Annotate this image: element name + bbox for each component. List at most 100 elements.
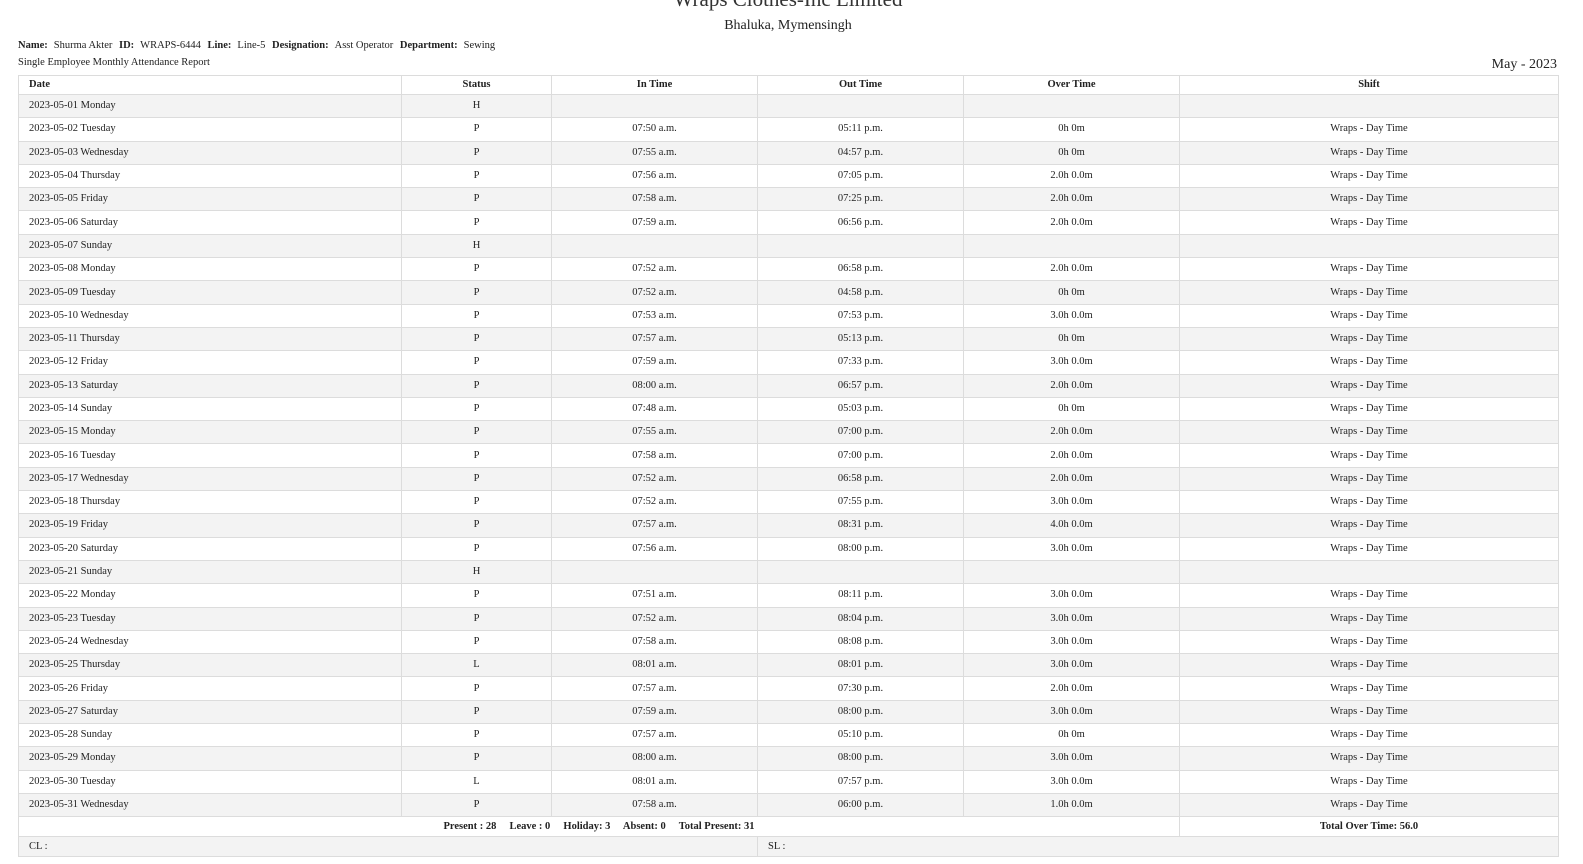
- table-row: 2023-05-16 Tuesday P 07:58 a.m. 07:00 p.m. 2…: [18, 443, 1559, 468]
- shift-cell: Wraps - Day Time: [1179, 443, 1559, 468]
- attendance-table: Date Status In Time Out Time Over Time S…: [18, 75, 1559, 858]
- status-cell: P: [401, 583, 552, 608]
- cl-leave: CL :: [18, 836, 758, 858]
- name-label: Name:: [18, 40, 48, 51]
- status-cell: P: [401, 117, 552, 142]
- in-time-cell: 08:00 a.m.: [551, 373, 758, 398]
- date-cell: 2023-05-06 Saturday: [18, 210, 402, 235]
- over-time-cell: 3.0h 0.0m: [963, 350, 1180, 375]
- status-cell: P: [401, 373, 552, 398]
- summary-row: Present : 28 Leave : 0 Holiday: 3 Absent…: [18, 816, 1559, 838]
- date-cell: 2023-05-27 Saturday: [18, 699, 402, 725]
- over-time-cell: 3.0h 0.0m: [963, 583, 1180, 608]
- table-row: 2023-05-18 Thursday P 07:52 a.m. 07:55 p.m.…: [18, 490, 1559, 515]
- status-cell: P: [401, 396, 552, 422]
- in-time-cell: 07:58 a.m.: [551, 187, 758, 212]
- status-cell: P: [401, 723, 552, 748]
- shift-cell: Wraps - Day Time: [1179, 792, 1559, 818]
- in-time-cell: 07:55 a.m.: [551, 420, 758, 445]
- shift-cell: Wraps - Day Time: [1179, 163, 1559, 189]
- status-cell: P: [401, 280, 552, 305]
- out-time-cell: 08:00 p.m.: [757, 536, 964, 561]
- table-header-row: Date Status In Time Out Time Over Time S…: [18, 75, 1559, 95]
- employee-name: Shurma Akter: [53, 40, 113, 51]
- table-row: 2023-05-21 Sunday H: [18, 559, 1559, 585]
- shift-cell: Wraps - Day Time: [1179, 303, 1559, 328]
- status-cell: L: [401, 653, 552, 678]
- in-time-cell: [551, 233, 758, 259]
- shift-cell: Wraps - Day Time: [1179, 723, 1559, 748]
- out-time-cell: 07:30 p.m.: [757, 676, 964, 701]
- table-row: 2023-05-26 Friday P 07:57 a.m. 07:30 p.m. 2.…: [18, 676, 1559, 701]
- date-cell: 2023-05-02 Tuesday: [18, 117, 402, 142]
- in-time-cell: 07:59 a.m.: [551, 210, 758, 235]
- status-cell: P: [401, 443, 552, 468]
- over-time-cell: 2.0h 0.0m: [963, 210, 1180, 235]
- status-cell: P: [401, 629, 552, 655]
- table-row: 2023-05-15 Monday P 07:55 a.m. 07:00 p.m. 2.…: [18, 420, 1559, 445]
- shift-cell: Wraps - Day Time: [1179, 420, 1559, 445]
- date-cell: 2023-05-25 Thursday: [18, 653, 402, 678]
- status-cell: P: [401, 326, 552, 352]
- shift-cell: Wraps - Day Time: [1179, 490, 1559, 515]
- status-cell: P: [401, 303, 552, 328]
- date-cell: 2023-05-11 Thursday: [18, 326, 402, 352]
- attendance-summary: Present : 28 Leave : 0 Holiday: 3 Absent…: [18, 816, 1180, 838]
- table-row: 2023-05-17 Wednesday P 07:52 a.m. 06:58 p.m…: [18, 466, 1559, 492]
- over-time-cell: 0h 0m: [963, 140, 1180, 165]
- column-header-date: Date: [18, 75, 402, 95]
- table-row: 2023-05-01 Monday H: [18, 93, 1559, 119]
- employee-id: WRAPS-6444: [140, 40, 201, 51]
- table-row: 2023-05-23 Tuesday P 07:52 a.m. 08:04 p.m. 3…: [18, 606, 1559, 631]
- in-time-cell: 07:50 a.m.: [551, 117, 758, 142]
- table-row: 2023-05-28 Sunday P 07:57 a.m. 05:10 p.m. 0h…: [18, 723, 1559, 748]
- shift-cell: [1179, 559, 1559, 585]
- out-time-cell: 07:33 p.m.: [757, 350, 964, 375]
- in-time-cell: 07:51 a.m.: [551, 583, 758, 608]
- in-time-cell: [551, 559, 758, 585]
- status-cell: P: [401, 699, 552, 725]
- shift-cell: Wraps - Day Time: [1179, 280, 1559, 305]
- shift-cell: Wraps - Day Time: [1179, 117, 1559, 142]
- shift-cell: Wraps - Day Time: [1179, 606, 1559, 631]
- in-time-cell: 07:59 a.m.: [551, 350, 758, 375]
- out-time-cell: 05:10 p.m.: [757, 723, 964, 748]
- in-time-cell: 07:52 a.m.: [551, 466, 758, 492]
- date-cell: 2023-05-01 Monday: [18, 93, 402, 119]
- out-time-cell: 07:55 p.m.: [757, 490, 964, 515]
- over-time-cell: 2.0h 0.0m: [963, 163, 1180, 189]
- date-cell: 2023-05-17 Wednesday: [18, 466, 402, 492]
- over-time-cell: 1.0h 0.0m: [963, 792, 1180, 818]
- out-time-cell: [757, 233, 964, 259]
- over-time-cell: 4.0h 0.0m: [963, 513, 1180, 538]
- shift-cell: Wraps - Day Time: [1179, 513, 1559, 538]
- employee-info: Name: Shurma Akter ID: WRAPS-6444 Line: Lin…: [18, 39, 499, 53]
- out-time-cell: 05:11 p.m.: [757, 117, 964, 142]
- shift-cell: Wraps - Day Time: [1179, 699, 1559, 725]
- out-time-cell: 05:13 p.m.: [757, 326, 964, 352]
- out-time-cell: [757, 559, 964, 585]
- in-time-cell: 07:52 a.m.: [551, 606, 758, 631]
- column-header-over-time: Over Time: [963, 75, 1180, 95]
- shift-cell: Wraps - Day Time: [1179, 210, 1559, 235]
- date-cell: 2023-05-16 Tuesday: [18, 443, 402, 468]
- column-header-out-time: Out Time: [757, 75, 964, 95]
- shift-cell: Wraps - Day Time: [1179, 629, 1559, 655]
- status-cell: L: [401, 769, 552, 794]
- date-cell: 2023-05-13 Saturday: [18, 373, 402, 398]
- in-time-cell: 08:01 a.m.: [551, 653, 758, 678]
- in-time-cell: 07:58 a.m.: [551, 629, 758, 655]
- table-row: 2023-05-13 Saturday P 08:00 a.m. 06:57 p.m.…: [18, 373, 1559, 398]
- table-row: 2023-05-05 Friday P 07:58 a.m. 07:25 p.m. 2.…: [18, 187, 1559, 212]
- out-time-cell: 07:57 p.m.: [757, 769, 964, 794]
- employee-designation: Asst Operator: [334, 40, 394, 51]
- date-cell: 2023-05-22 Monday: [18, 583, 402, 608]
- out-time-cell: 04:58 p.m.: [757, 280, 964, 305]
- date-cell: 2023-05-03 Wednesday: [18, 140, 402, 165]
- in-time-cell: 07:59 a.m.: [551, 699, 758, 725]
- shift-cell: Wraps - Day Time: [1179, 583, 1559, 608]
- over-time-cell: 2.0h 0.0m: [963, 420, 1180, 445]
- date-cell: 2023-05-23 Tuesday: [18, 606, 402, 631]
- status-cell: P: [401, 210, 552, 235]
- out-time-cell: 08:04 p.m.: [757, 606, 964, 631]
